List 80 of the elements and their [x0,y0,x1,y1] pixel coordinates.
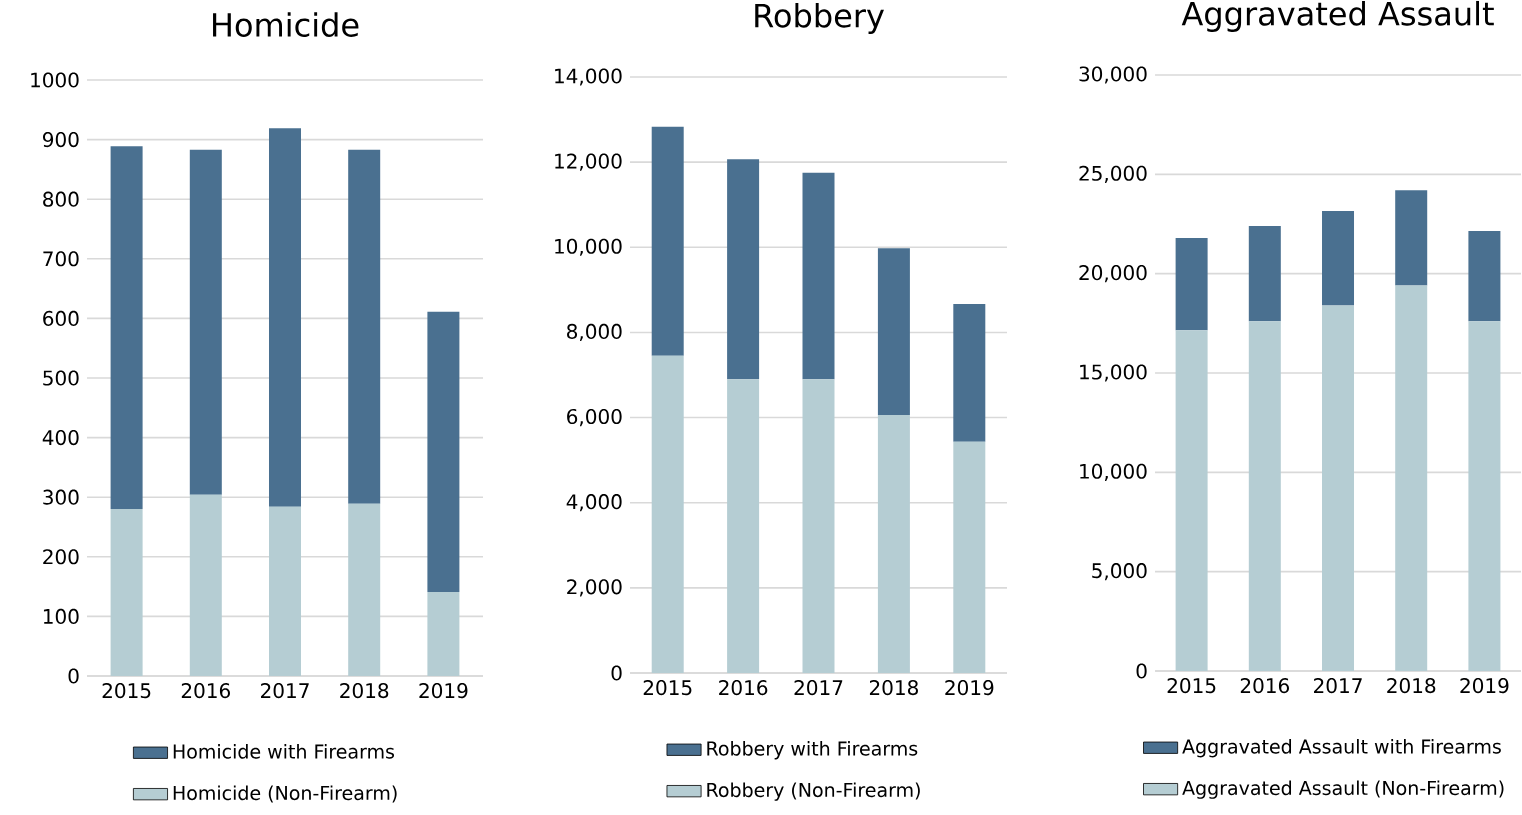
bar [1468,230,1501,322]
x-tick-label: 2019 [945,680,994,696]
bar [110,509,143,676]
chart-title: Robbery [755,2,884,34]
bar [1395,190,1428,286]
legend-label: Aggravated Assault (Non-Firearm) [1182,780,1504,799]
bar [802,172,835,380]
x-tick-label: 2017 [794,680,843,696]
bar [1248,321,1281,671]
y-tick-label: 900 [43,132,79,148]
bar [1395,285,1428,671]
x-tick-label: 2016 [1240,678,1289,694]
bar [727,379,760,673]
y-tick-label: 10,000 [555,238,622,256]
y-tick-label: 15,000 [1080,364,1147,382]
legend-label: Robbery (Non-Firearm) [707,782,920,801]
bar [651,355,684,673]
bar [189,494,222,676]
bar [348,503,381,676]
bar [877,248,910,416]
y-tick-label: 0 [1136,663,1147,679]
y-tick-label: 600 [43,310,79,326]
y-tick-label: 14,000 [555,68,622,86]
bar [1248,225,1281,322]
y-tick-label: 4,000 [566,494,622,512]
y-tick-label: 800 [43,191,79,207]
bar [727,159,760,380]
bar [953,441,986,673]
y-tick-label: 2,000 [567,579,622,597]
y-tick-label: 700 [43,251,79,267]
bar [1175,237,1208,331]
x-tick-label: 2018 [340,683,389,699]
chart-title: Homicide [213,12,359,37]
bar [651,126,684,356]
bar [1175,330,1208,671]
y-tick-label: 25,000 [1079,165,1147,183]
x-tick-label: 2017 [261,683,309,699]
bar [269,128,301,507]
y-tick-label: 1000 [31,72,79,88]
bar [802,379,835,673]
bar [189,149,222,495]
y-tick-label: 8,000 [567,323,622,342]
legend-label: Robbery with Firearms [707,741,918,760]
chart-title: Aggravated Assault [1181,0,1494,32]
x-tick-label: 2015 [1167,678,1216,694]
x-tick-label: 2017 [1314,678,1362,694]
y-tick-label: 5,000 [1092,563,1147,581]
bar [1322,211,1355,306]
legend-label: Aggravated Assault with Firearms [1182,739,1501,758]
bar [953,303,986,442]
x-tick-label: 2016 [181,683,230,699]
bar [427,311,460,592]
y-tick-label: 500 [43,370,79,386]
bar [110,146,143,510]
y-tick-label: 300 [43,489,79,505]
x-tick-label: 2019 [1460,678,1509,694]
legend-label: Homicide (Non-Firearm) [173,785,397,803]
x-tick-label: 2019 [419,683,468,699]
x-tick-label: 2018 [1387,678,1436,694]
bar [269,506,301,676]
bar [427,591,460,676]
y-tick-label: 400 [42,430,79,446]
x-tick-label: 2018 [869,680,918,696]
y-tick-label: 10,000 [1080,463,1147,481]
y-tick-label: 6,000 [567,408,622,427]
legend-label: Homicide with Firearms [173,744,395,759]
x-tick-label: 2015 [102,683,151,699]
bar [1468,321,1501,671]
y-tick-label: 12,000 [555,153,622,171]
bar [348,149,381,504]
y-tick-label: 0 [611,665,622,681]
x-tick-label: 2015 [643,680,692,696]
y-tick-label: 20,000 [1079,265,1147,283]
x-tick-label: 2016 [719,680,768,696]
y-tick-label: 100 [43,608,79,624]
bar [1322,305,1355,671]
bar [877,415,910,673]
y-tick-label: 200 [43,549,79,565]
y-tick-label: 30,000 [1079,66,1147,84]
y-tick-label: 0 [68,668,79,684]
